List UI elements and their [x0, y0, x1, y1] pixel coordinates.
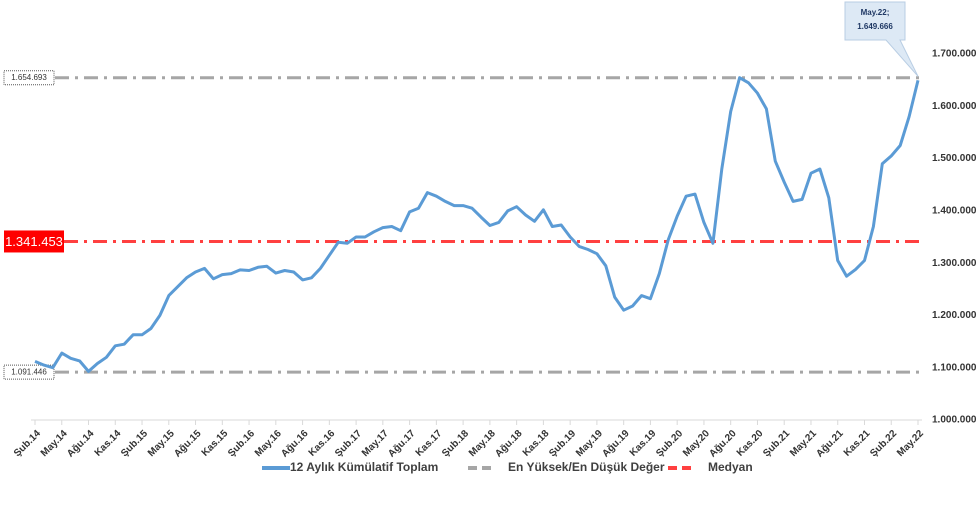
x-tick-label: Kas.21 [842, 428, 873, 459]
y-tick-label: 1.500.000 [932, 153, 977, 164]
x-tick-label: May.19 [574, 428, 605, 459]
annotation-text: May.22; [861, 8, 890, 17]
x-tick-label: Şub.19 [547, 428, 578, 459]
data-line [34, 76, 920, 373]
x-tick-label: May.16 [253, 428, 284, 459]
y-tick-label: 1.200.000 [932, 310, 977, 321]
x-tick-label: May.15 [146, 428, 177, 459]
y-tick-label: 1.100.000 [932, 362, 977, 373]
x-tick-label: May.14 [39, 428, 70, 459]
x-tick-label: Kas.14 [93, 428, 124, 459]
x-tick-label: Şub.15 [119, 428, 150, 459]
x-tick-label: May.21 [788, 428, 819, 459]
x-tick-label: May.20 [681, 428, 712, 459]
hilo-label-box [3, 70, 55, 86]
x-tick-label: Şub.21 [761, 428, 792, 459]
median-label-box [4, 230, 64, 253]
x-tick-label: Şub.22 [868, 428, 899, 459]
x-tick-label: Ağu.17 [386, 428, 418, 460]
x-tick-label: May.22 [895, 428, 926, 459]
y-tick-label: 1.700.000 [932, 49, 977, 60]
x-tick-label: Şub.20 [654, 428, 685, 459]
x-tick-label: Şub.16 [226, 428, 257, 459]
y-tick-label: 1.600.000 [932, 101, 977, 112]
x-tick-label: Ağu.15 [172, 428, 204, 460]
x-tick-label: Kas.17 [414, 428, 445, 459]
x-tick-label: Şub.18 [440, 428, 471, 459]
hilo-label: 1.091.446 [11, 367, 47, 376]
median-label: 1.341.453 [5, 234, 63, 249]
y-tick-label: 1.000.000 [932, 415, 977, 426]
x-tick-label: Ağu.20 [707, 428, 739, 460]
x-tick-label: Ağu.14 [65, 428, 97, 460]
legend-label: En Yüksek/En Düşük Değer [508, 460, 665, 474]
legend-label: 12 Aylık Kümülatif Toplam [290, 460, 438, 474]
x-tick-label: Kas.20 [735, 428, 766, 459]
x-tick-label: May.17 [360, 428, 391, 459]
x-tick-label: Kas.19 [628, 428, 659, 459]
hilo-label-box [3, 364, 55, 380]
hilo-label: 1.654.693 [11, 73, 47, 82]
legend-label: Medyan [708, 460, 753, 474]
x-tick-label: Kas.16 [307, 428, 338, 459]
x-tick-label: Kas.18 [521, 428, 552, 459]
y-tick-label: 1.400.000 [932, 205, 977, 216]
annotation-text: 1.649.666 [857, 22, 893, 31]
x-tick-label: Kas.15 [200, 428, 231, 459]
x-tick-label: Ağu.18 [493, 428, 525, 460]
x-tick-label: Şub.14 [12, 428, 43, 459]
x-tick-label: Şub.17 [333, 428, 364, 459]
x-tick-label: May.18 [467, 428, 498, 459]
x-tick-label: Ağu.21 [814, 428, 846, 460]
y-tick-label: 1.300.000 [932, 258, 977, 269]
annotation-box [844, 1, 919, 77]
x-tick-label: Ağu.16 [279, 428, 311, 460]
x-tick-label: Ağu.19 [600, 428, 632, 460]
